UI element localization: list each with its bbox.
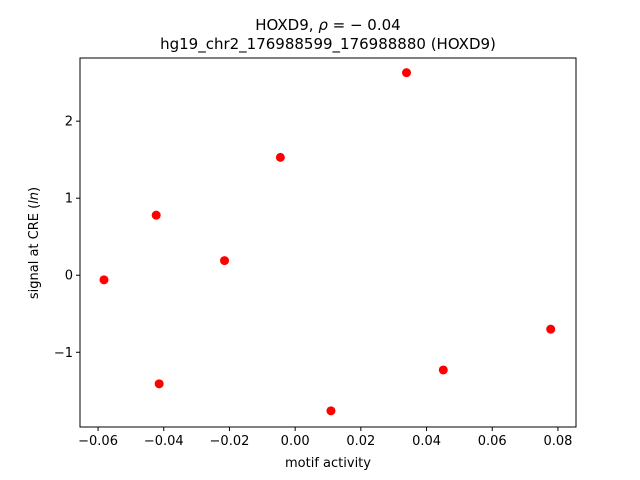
scatter-point xyxy=(402,68,412,78)
x-tick-label: −0.06 xyxy=(78,434,118,449)
scatter-point xyxy=(154,379,164,389)
scatter-point xyxy=(546,324,556,334)
scatter-point xyxy=(275,152,285,162)
chart-title-rho: ρ xyxy=(318,16,328,34)
x-tick-label: 0.06 xyxy=(478,434,507,449)
x-axis-label: motif activity xyxy=(285,456,371,471)
scatter-point xyxy=(438,365,448,375)
y-tick-label: 2 xyxy=(65,115,73,130)
y-tick-label: 1 xyxy=(65,192,73,207)
chart-title-line-2: hg19_chr2_176988599_176988880 (HOXD9) xyxy=(160,35,496,54)
x-tick-label: 0.04 xyxy=(412,434,441,449)
scatter-point xyxy=(326,406,336,416)
plot-area: −0.06 −0.04 −0.02 0.00 0.02 0.04 0.06 0.08 −1 0 1… xyxy=(54,57,577,449)
y-axis-label-prefix: signal at CRE ( xyxy=(27,204,42,299)
y-axis-label-italic: ln xyxy=(27,192,42,204)
chart-title: HOXD9, ρ = − 0.04 hg19_chr2_176988599_17… xyxy=(160,16,496,54)
x-tick-label: 0.00 xyxy=(281,434,310,449)
x-tick-label: −0.04 xyxy=(144,434,184,449)
chart-title-prefix: HOXD9, xyxy=(255,16,318,34)
chart-title-rho-value: = − 0.04 xyxy=(328,16,401,34)
y-axis-label: signal at CRE (ln) xyxy=(27,187,42,299)
data-points xyxy=(99,68,556,416)
y-axis-label-suffix: ) xyxy=(27,187,42,192)
chart-title-line-1: HOXD9, ρ = − 0.04 xyxy=(255,16,400,34)
y-tick-label: −1 xyxy=(54,346,73,361)
x-tick-label: 0.08 xyxy=(543,434,572,449)
x-tick-label: −0.02 xyxy=(210,434,250,449)
axes-frame xyxy=(79,57,577,428)
scatter-point xyxy=(99,275,109,285)
scatter-point xyxy=(151,210,161,220)
scatter-point xyxy=(220,256,230,266)
y-tick-label: 0 xyxy=(65,269,73,284)
x-axis-ticks: −0.06 −0.04 −0.02 0.00 0.02 0.04 0.06 0.08 xyxy=(78,427,572,449)
y-axis-ticks: −1 0 1 2 xyxy=(54,115,80,361)
x-tick-label: 0.02 xyxy=(346,434,375,449)
